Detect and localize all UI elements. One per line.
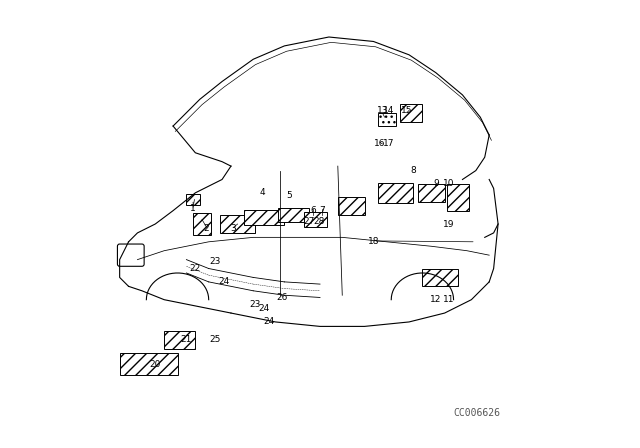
Text: CC006626: CC006626 [453, 408, 500, 418]
Bar [338, 197, 365, 215]
Text: 23: 23 [250, 300, 261, 309]
Text: 24: 24 [263, 318, 275, 327]
Bar [120, 353, 177, 375]
Text: 26: 26 [276, 293, 288, 302]
Text: 19: 19 [444, 220, 455, 228]
Text: 14: 14 [383, 106, 395, 115]
Text: 12: 12 [430, 295, 442, 304]
Text: 13: 13 [376, 106, 388, 115]
Text: 9: 9 [433, 180, 438, 189]
Bar [305, 212, 326, 227]
Bar [193, 213, 211, 235]
Bar [378, 113, 396, 126]
Text: 23: 23 [210, 257, 221, 267]
Text: 7: 7 [319, 206, 325, 215]
Bar [378, 183, 413, 203]
Text: 5: 5 [286, 190, 292, 199]
Text: 18: 18 [367, 237, 379, 246]
Text: 17: 17 [383, 139, 395, 148]
Text: 11: 11 [444, 295, 455, 304]
Bar [422, 268, 458, 286]
Bar [447, 184, 469, 211]
Bar [220, 215, 255, 233]
Text: 6: 6 [310, 206, 316, 215]
Text: 1: 1 [190, 204, 196, 213]
Text: 21: 21 [180, 335, 192, 344]
Text: 3: 3 [230, 224, 236, 233]
Text: 10: 10 [444, 180, 455, 189]
Text: 22: 22 [189, 264, 201, 273]
Bar [186, 194, 200, 205]
Text: 24: 24 [219, 277, 230, 286]
Text: 15: 15 [401, 106, 413, 115]
Bar [418, 184, 445, 202]
Bar [400, 104, 422, 121]
Bar [278, 208, 309, 222]
Text: 28: 28 [313, 217, 324, 226]
Text: 2: 2 [204, 224, 209, 233]
Text: 20: 20 [150, 360, 161, 369]
Text: 24: 24 [259, 304, 270, 313]
Bar [244, 210, 284, 225]
Bar [164, 331, 195, 349]
Text: 25: 25 [210, 335, 221, 344]
FancyBboxPatch shape [117, 244, 144, 266]
Text: 16: 16 [374, 139, 386, 148]
Text: 8: 8 [411, 166, 417, 175]
Text: 27: 27 [303, 217, 314, 226]
Text: 4: 4 [259, 188, 265, 197]
